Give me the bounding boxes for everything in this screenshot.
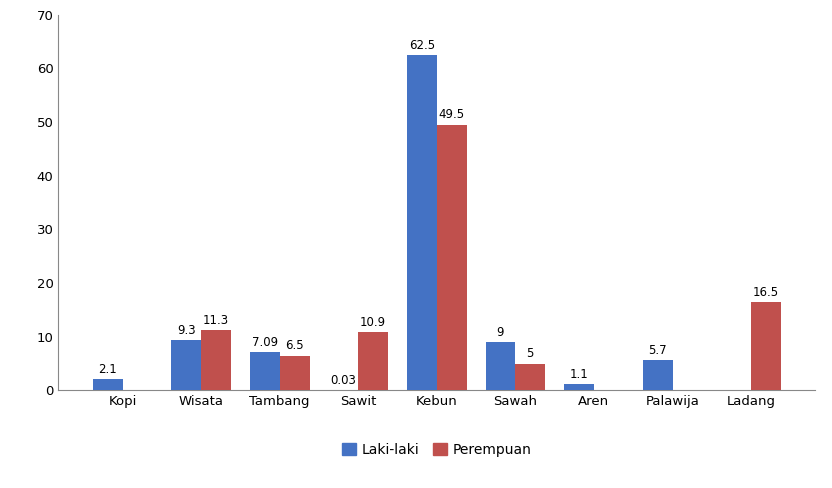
Text: 7.09: 7.09: [251, 336, 278, 349]
Bar: [250, 352, 280, 390]
Text: 49.5: 49.5: [438, 108, 465, 122]
Bar: [642, 360, 672, 390]
Bar: [280, 355, 310, 390]
Text: 10.9: 10.9: [360, 316, 386, 329]
Bar: [171, 341, 201, 390]
Text: 6.5: 6.5: [285, 339, 304, 352]
Bar: [751, 302, 781, 390]
Bar: [437, 125, 467, 390]
Text: 9.3: 9.3: [177, 324, 196, 337]
Bar: [359, 332, 388, 390]
Text: 62.5: 62.5: [409, 39, 435, 52]
Text: 1.1: 1.1: [570, 368, 588, 381]
Bar: [201, 330, 231, 390]
Text: 16.5: 16.5: [753, 285, 779, 299]
Text: 2.1: 2.1: [98, 363, 117, 376]
Bar: [564, 385, 594, 390]
Bar: [92, 379, 122, 390]
Bar: [407, 55, 437, 390]
Bar: [486, 342, 515, 390]
Text: 5.7: 5.7: [648, 344, 667, 357]
Text: 11.3: 11.3: [203, 313, 229, 326]
Text: 5: 5: [527, 347, 534, 360]
Legend: Laki-laki, Perempuan: Laki-laki, Perempuan: [336, 437, 537, 462]
Bar: [515, 364, 545, 390]
Text: 0.03: 0.03: [330, 374, 356, 387]
Text: 9: 9: [497, 326, 504, 339]
